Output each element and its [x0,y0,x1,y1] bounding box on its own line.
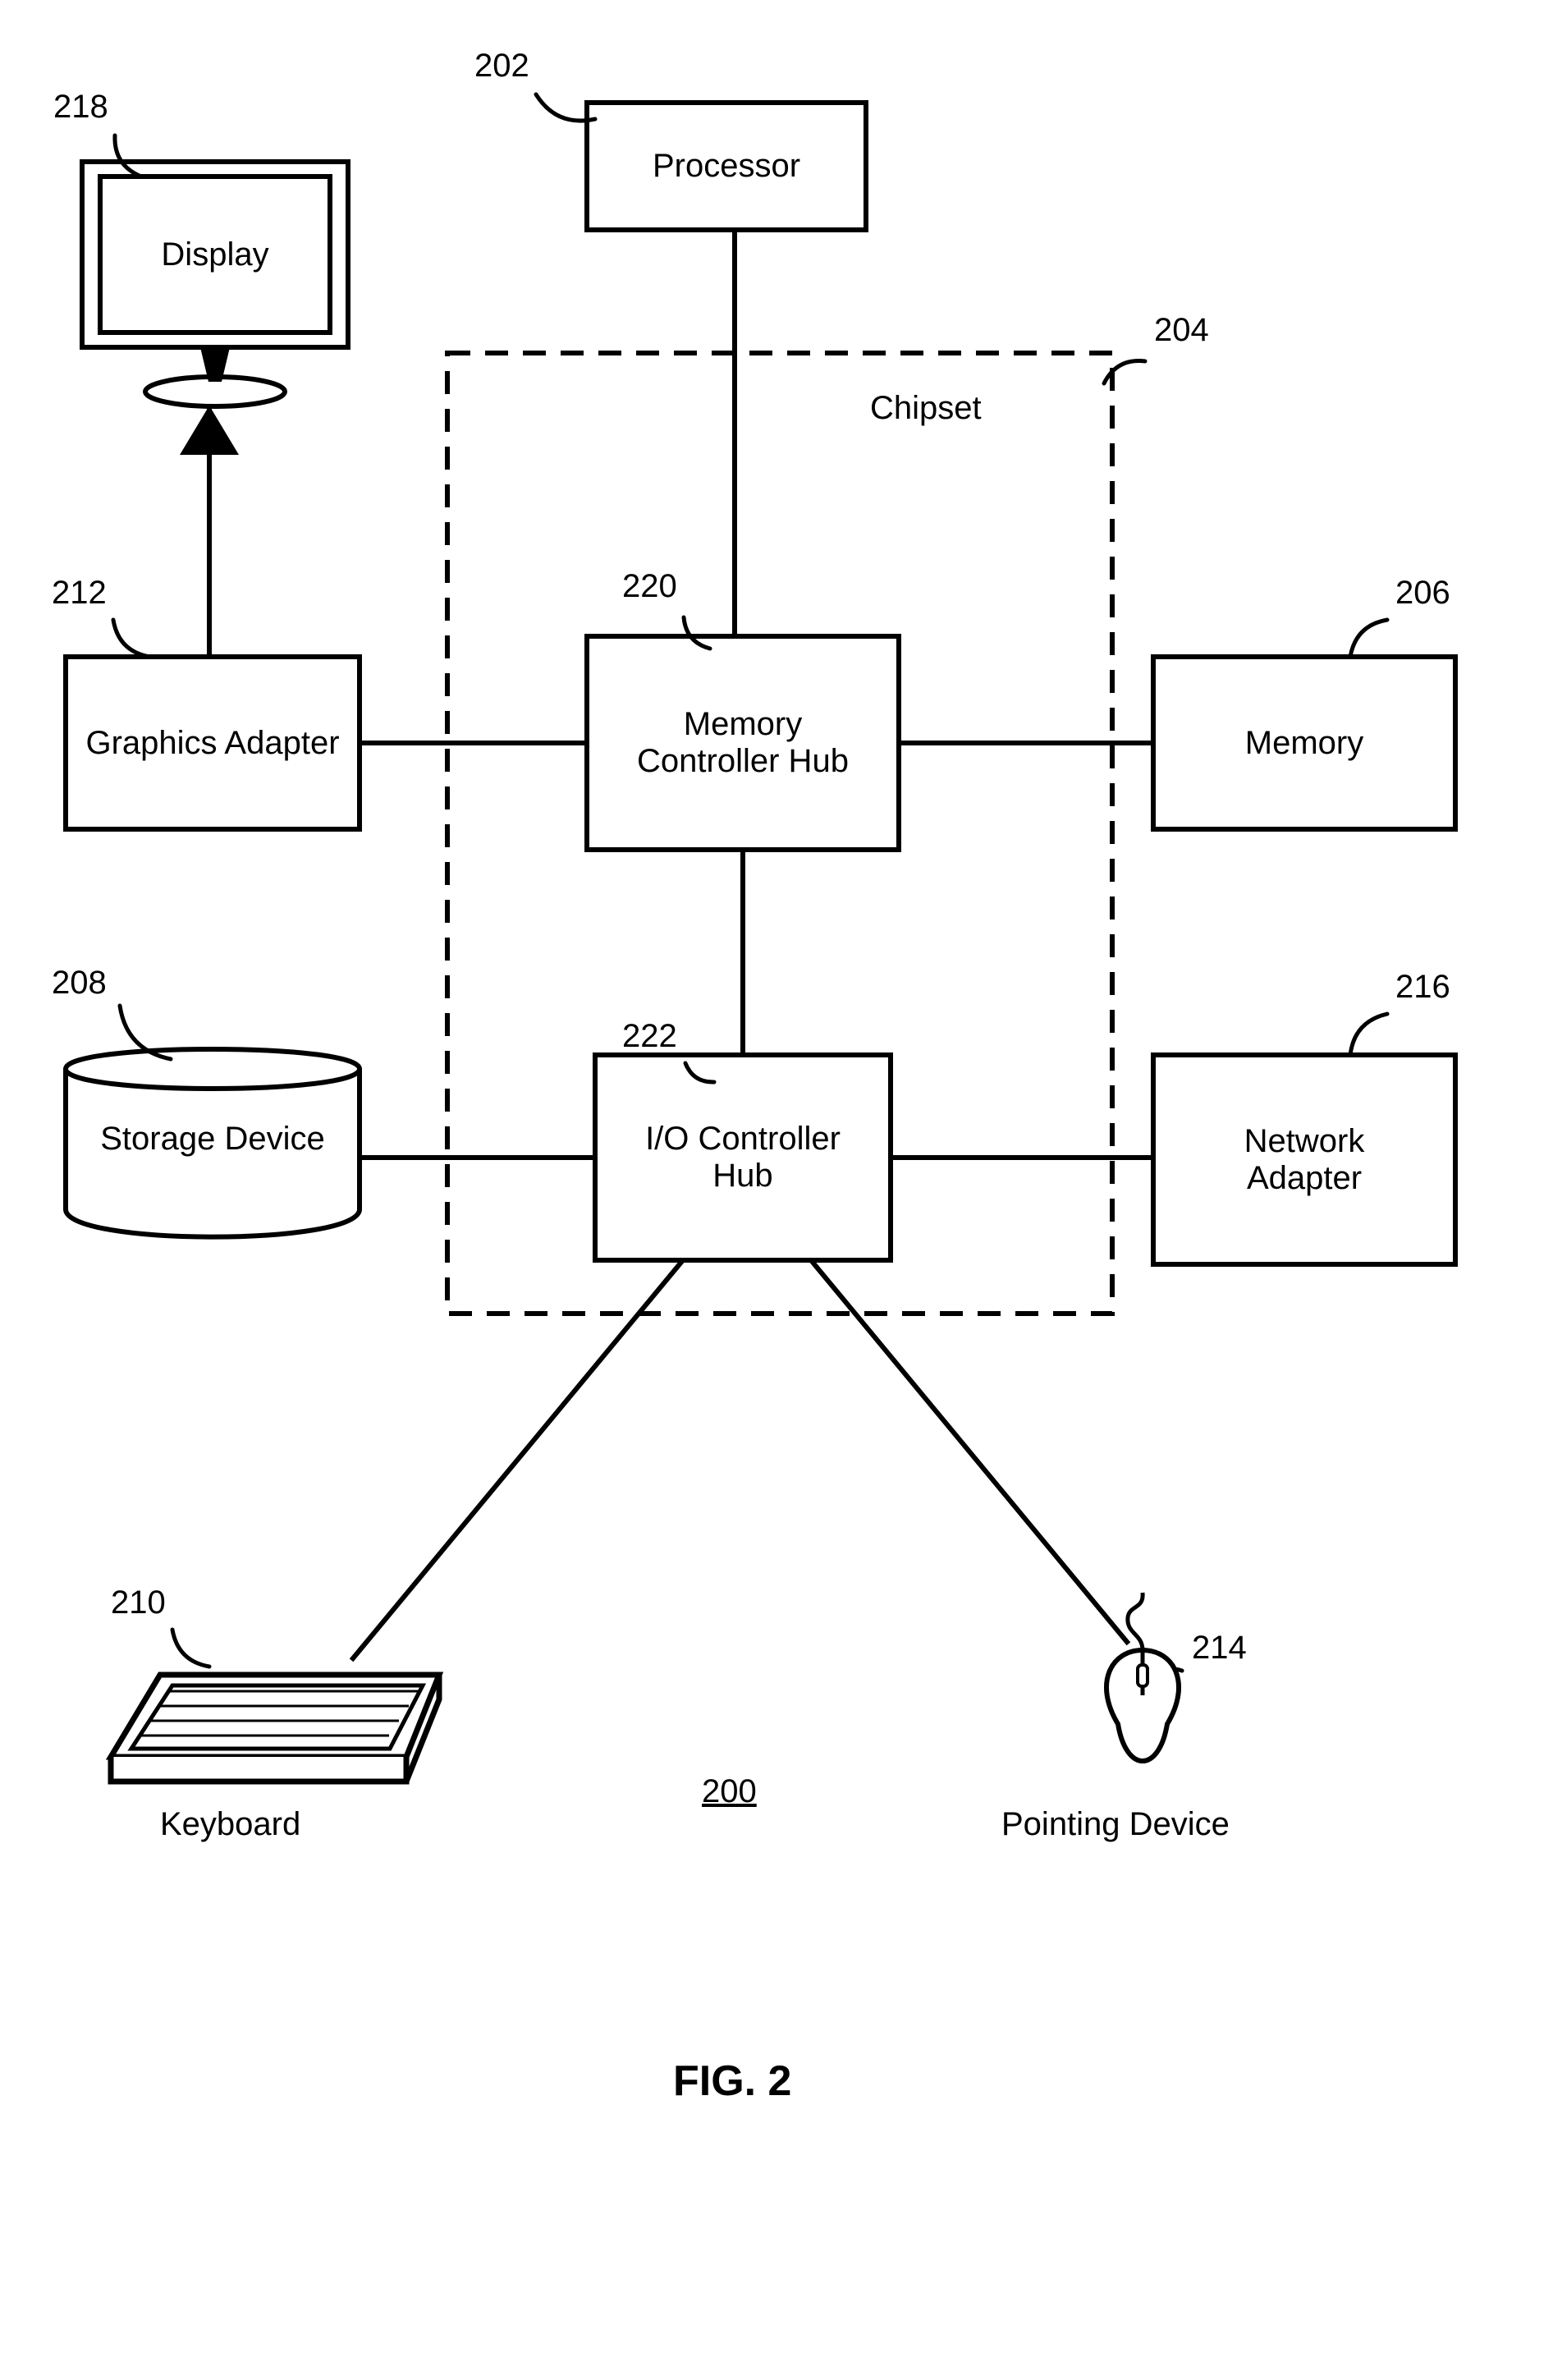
ref-display: 218 [53,89,108,126]
ref-pointer: 214 [1192,1630,1247,1667]
label-display: Display [100,177,330,332]
label-network: NetworkAdapter [1153,1055,1455,1264]
ref-mch: 220 [622,568,677,605]
edge-ioch-keyboard [353,1260,683,1658]
label-chipset: Chipset [870,390,982,427]
bottom-label-keyboard: Keyboard [160,1806,300,1843]
lead-display [115,135,141,177]
label-ioch: I/O ControllerHub [595,1055,891,1260]
ref-network: 216 [1395,969,1450,1006]
edge-ioch-pointer [811,1260,1127,1642]
lead-network [1350,1014,1387,1055]
bottom-label-pointer: Pointing Device [1001,1806,1230,1843]
label-processor: Processor [587,103,866,230]
label-memory: Memory [1153,657,1455,829]
ref-processor: 202 [474,48,529,85]
ref-keyboard: 210 [111,1584,166,1621]
label-mch: MemoryController Hub [587,636,899,850]
figure-canvas: Processor 202 Chipset 204 MemoryController H… [0,0,1553,2380]
lead-keyboard [172,1630,209,1667]
lead-graphics [113,620,149,657]
ref-chipset: 204 [1154,312,1209,349]
lead-memory [1350,620,1387,657]
label-storage: Storage Device [66,1043,360,1236]
ref-storage: 208 [52,965,107,1002]
figure-number: 200 [702,1773,757,1810]
label-graphics: Graphics Adapter [66,657,360,829]
figure-title: FIG. 2 [673,2057,791,2106]
ref-graphics: 212 [52,575,107,612]
ref-memory: 206 [1395,575,1450,612]
ref-ioch: 222 [622,1018,677,1055]
